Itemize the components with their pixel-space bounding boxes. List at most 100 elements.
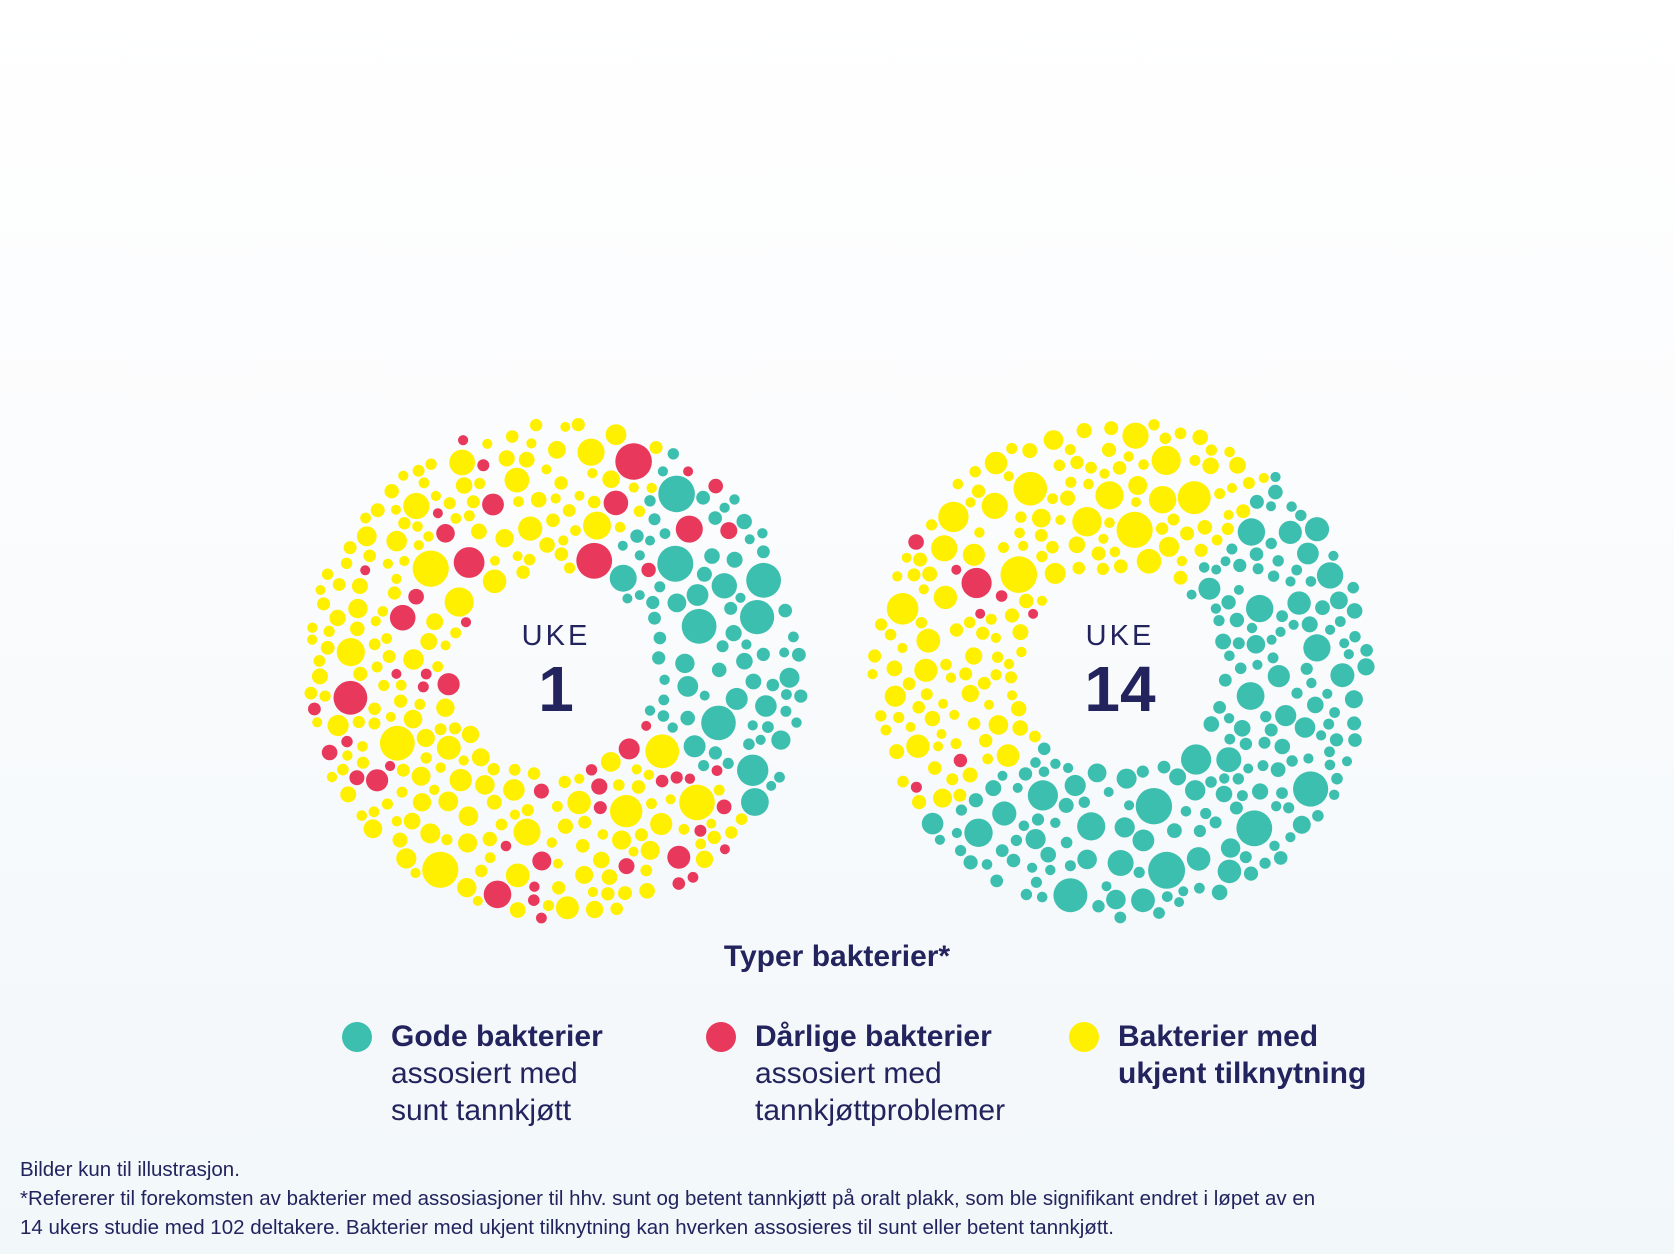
bubble-unknown	[889, 744, 905, 760]
bubble-unknown	[1167, 513, 1180, 526]
bubble-good	[792, 647, 806, 662]
bubble-good	[1324, 759, 1336, 771]
bubble-unknown	[1099, 468, 1110, 479]
bubble-bad	[321, 744, 338, 761]
bubble-unknown	[868, 649, 882, 663]
bubble-good	[1237, 518, 1266, 546]
bubble-unknown	[486, 794, 502, 810]
bubble-good	[657, 545, 694, 582]
bubble-unknown	[640, 864, 653, 877]
bubble-unknown	[1138, 459, 1149, 470]
bubble-good	[1267, 570, 1280, 582]
bubble-good	[696, 490, 710, 505]
bubble-good	[1213, 701, 1226, 714]
bubble-unknown	[977, 676, 991, 690]
bubble-unknown	[551, 800, 563, 812]
bubble-good	[1328, 550, 1339, 561]
bubble-unknown	[1148, 486, 1177, 514]
bubble-unknown	[1128, 476, 1148, 495]
bubble-unknown	[441, 834, 453, 846]
bubble-good	[1018, 820, 1030, 832]
bubble-unknown	[317, 597, 331, 611]
bubble-unknown	[1197, 520, 1213, 535]
bubble-good	[1050, 817, 1061, 828]
bubble-unknown	[574, 773, 585, 784]
bubble-good	[1078, 796, 1091, 808]
bubble-unknown	[348, 598, 368, 619]
legend-text-unknown: Bakterier med ukjent tilknytning	[1118, 1018, 1366, 1092]
bubble-good	[1285, 576, 1296, 587]
bubble-unknown	[631, 764, 642, 775]
bubble-unknown	[562, 504, 576, 517]
bubble-unknown	[1112, 461, 1127, 475]
bubble-unknown	[949, 623, 964, 637]
bubble-unknown	[577, 438, 605, 466]
bubble-good	[990, 874, 1004, 888]
bubble-unknown	[914, 658, 938, 682]
bubble-good	[1249, 547, 1264, 561]
bubble-good	[1186, 847, 1211, 871]
bubble-unknown	[897, 642, 908, 654]
bubble-unknown	[482, 831, 497, 847]
bubble-unknown	[1004, 608, 1020, 623]
bubble-unknown	[583, 511, 611, 540]
bubble-good	[1269, 840, 1280, 851]
bubble-unknown	[665, 794, 676, 805]
bubble-unknown	[618, 886, 632, 901]
footnote-line-2: 14 ukers studie med 102 deltakere. Bakte…	[20, 1216, 1114, 1239]
bubble-good	[719, 502, 730, 513]
donut-week-14	[867, 419, 1375, 924]
bubble-good	[1264, 723, 1278, 737]
bubble-good	[1342, 756, 1352, 767]
bubble-unknown	[449, 768, 472, 792]
bubble-unknown	[985, 613, 997, 625]
bubble-unknown	[1064, 444, 1076, 456]
bubble-unknown	[429, 784, 440, 795]
bubble-good	[648, 513, 661, 526]
bubble-unknown	[315, 585, 326, 595]
bubble-good	[1161, 891, 1173, 902]
bubble-good	[1198, 562, 1210, 573]
bubble-good	[1243, 763, 1254, 774]
bubble-good	[1092, 900, 1105, 913]
bubble-unknown	[412, 793, 432, 812]
bubble-unknown	[570, 525, 581, 536]
bubble-good	[1270, 762, 1286, 777]
bubble-bad	[477, 459, 490, 472]
bubble-bad	[670, 771, 683, 784]
bubble-bad	[385, 760, 396, 772]
bubble-good	[652, 651, 666, 665]
bubble-good	[1246, 594, 1274, 623]
bubble-unknown	[403, 492, 430, 520]
bubble-unknown	[392, 832, 408, 848]
bubble-bad	[1028, 608, 1039, 619]
bubble-unknown	[886, 660, 903, 677]
footnote-illustration: Bilder kun til illustrasjon.	[20, 1158, 240, 1181]
week14-number: 14	[1084, 653, 1156, 725]
bubble-unknown	[311, 668, 328, 685]
bubble-unknown	[458, 755, 469, 766]
bubble-good	[1133, 866, 1145, 879]
bubble-bad	[719, 844, 730, 855]
bubble-unknown	[443, 497, 456, 510]
bubble-unknown	[884, 685, 906, 707]
bubble-unknown	[1242, 477, 1255, 489]
bubble-good	[667, 593, 687, 613]
bubble-unknown	[357, 741, 368, 752]
bubble-unknown	[585, 900, 604, 919]
bubble-unknown	[411, 766, 431, 786]
bubble-bad	[683, 466, 694, 477]
bubble-unknown	[988, 715, 1009, 735]
bubble-unknown	[931, 535, 958, 562]
bubble-unknown	[503, 779, 525, 801]
bubble-good	[708, 746, 723, 760]
bubble-unknown	[575, 865, 594, 884]
bubble-bad	[349, 770, 365, 786]
bubble-good	[1020, 888, 1033, 901]
bubble-bad	[453, 547, 485, 578]
bubble-good	[1136, 765, 1149, 778]
legend-good-title: Gode bakterier	[391, 1020, 603, 1053]
bubble-good	[1077, 812, 1106, 841]
bubble-good	[1229, 612, 1245, 628]
